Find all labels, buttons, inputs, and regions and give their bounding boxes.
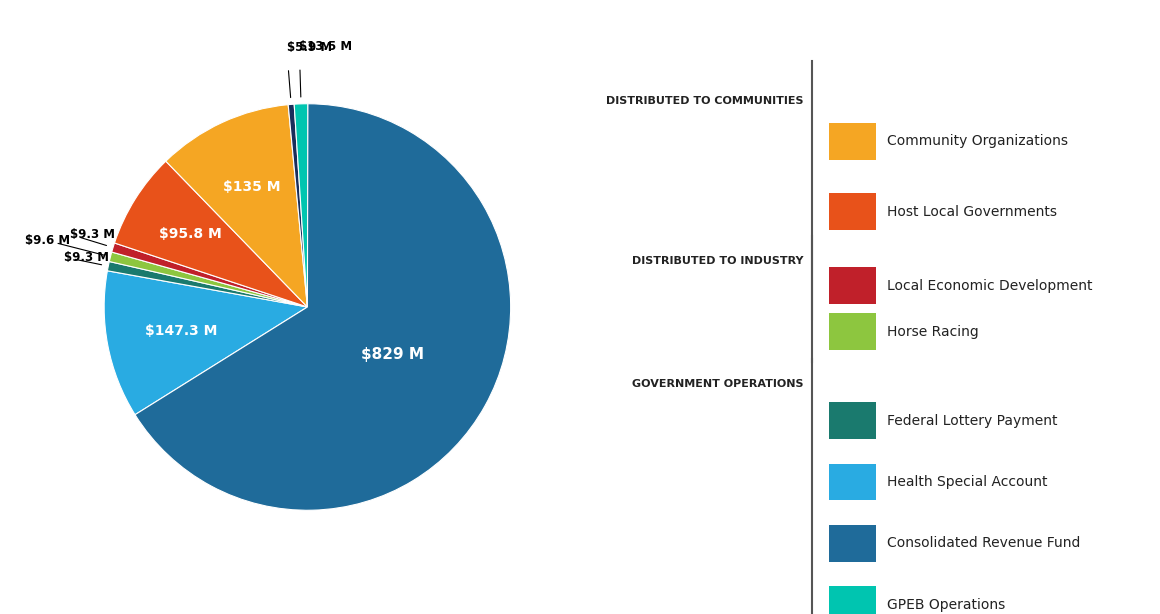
Text: Consolidated Revenue Fund: Consolidated Revenue Fund <box>887 537 1081 550</box>
Bar <box>828 525 876 562</box>
Text: $9.3 M: $9.3 M <box>71 228 115 241</box>
Wedge shape <box>109 252 307 307</box>
Bar <box>828 123 876 160</box>
Text: $147.3 M: $147.3 M <box>145 324 218 338</box>
Bar <box>828 313 876 350</box>
Text: Horse Racing: Horse Racing <box>887 325 979 338</box>
Bar <box>828 402 876 439</box>
Text: Federal Lottery Payment: Federal Lottery Payment <box>887 414 1058 427</box>
Text: $5.9 M: $5.9 M <box>287 41 332 54</box>
Wedge shape <box>166 104 307 307</box>
Text: GPEB Operations: GPEB Operations <box>887 598 1006 612</box>
Text: Host Local Governments: Host Local Governments <box>887 205 1057 219</box>
Wedge shape <box>108 262 307 307</box>
Text: $9.3 M: $9.3 M <box>65 251 109 263</box>
Text: DISTRIBUTED TO COMMUNITIES: DISTRIBUTED TO COMMUNITIES <box>607 96 804 106</box>
Wedge shape <box>111 243 307 307</box>
Text: $13.5 M: $13.5 M <box>299 41 353 53</box>
Text: DISTRIBUTED TO INDUSTRY: DISTRIBUTED TO INDUSTRY <box>632 256 804 266</box>
Text: $9.6 M: $9.6 M <box>24 234 70 247</box>
Text: $95.8 M: $95.8 M <box>159 227 222 241</box>
Bar <box>828 586 876 614</box>
Wedge shape <box>295 104 307 307</box>
Wedge shape <box>115 161 307 307</box>
Bar <box>828 464 876 500</box>
Text: $135 M: $135 M <box>223 180 281 194</box>
Text: Community Organizations: Community Organizations <box>887 134 1068 148</box>
Text: $829 M: $829 M <box>361 347 425 362</box>
Wedge shape <box>104 271 307 414</box>
Text: Local Economic Development: Local Economic Development <box>887 279 1093 292</box>
Wedge shape <box>288 104 307 307</box>
Text: Health Special Account: Health Special Account <box>887 475 1047 489</box>
Bar <box>828 267 876 304</box>
Bar <box>828 193 876 230</box>
Wedge shape <box>135 104 510 510</box>
Text: GOVERNMENT OPERATIONS: GOVERNMENT OPERATIONS <box>632 379 804 389</box>
